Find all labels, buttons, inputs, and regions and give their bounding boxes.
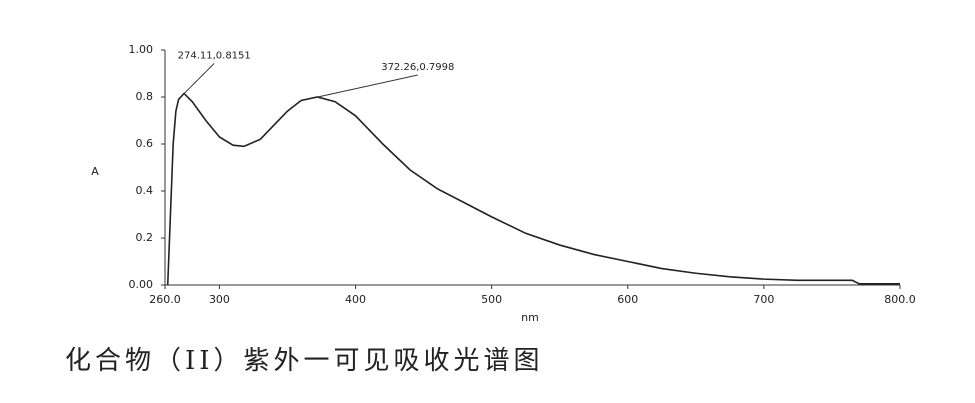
x-tick-label: 260.0 bbox=[149, 293, 181, 306]
y-tick-label: 0.00 bbox=[129, 278, 154, 291]
annotation-leader bbox=[183, 63, 215, 94]
y-tick-label: 0.4 bbox=[136, 184, 154, 197]
x-tick-label: 800.0 bbox=[884, 293, 916, 306]
y-tick-label: 0.2 bbox=[136, 231, 154, 244]
x-tick-label: 700 bbox=[753, 293, 774, 306]
spectrum-line bbox=[166, 92, 900, 286]
y-tick-label: 1.00 bbox=[129, 43, 154, 56]
x-tick-label: 600 bbox=[617, 293, 638, 306]
caption: 化合物（II）紫外一可见吸收光谱图 bbox=[65, 346, 544, 376]
y-tick-label: 0.6 bbox=[136, 137, 154, 150]
y-axis-label: A bbox=[91, 165, 99, 178]
annotation-label: 274.11,0.8151 bbox=[178, 50, 251, 61]
x-tick-label: 500 bbox=[481, 293, 502, 306]
annotation-label: 372.26,0.7998 bbox=[381, 62, 454, 73]
x-tick-label: 300 bbox=[209, 293, 230, 306]
x-tick-label: 400 bbox=[345, 293, 366, 306]
y-tick-label: 0.8 bbox=[136, 90, 154, 103]
annotation-leader bbox=[317, 74, 418, 98]
x-axis-label: nm bbox=[521, 311, 539, 324]
